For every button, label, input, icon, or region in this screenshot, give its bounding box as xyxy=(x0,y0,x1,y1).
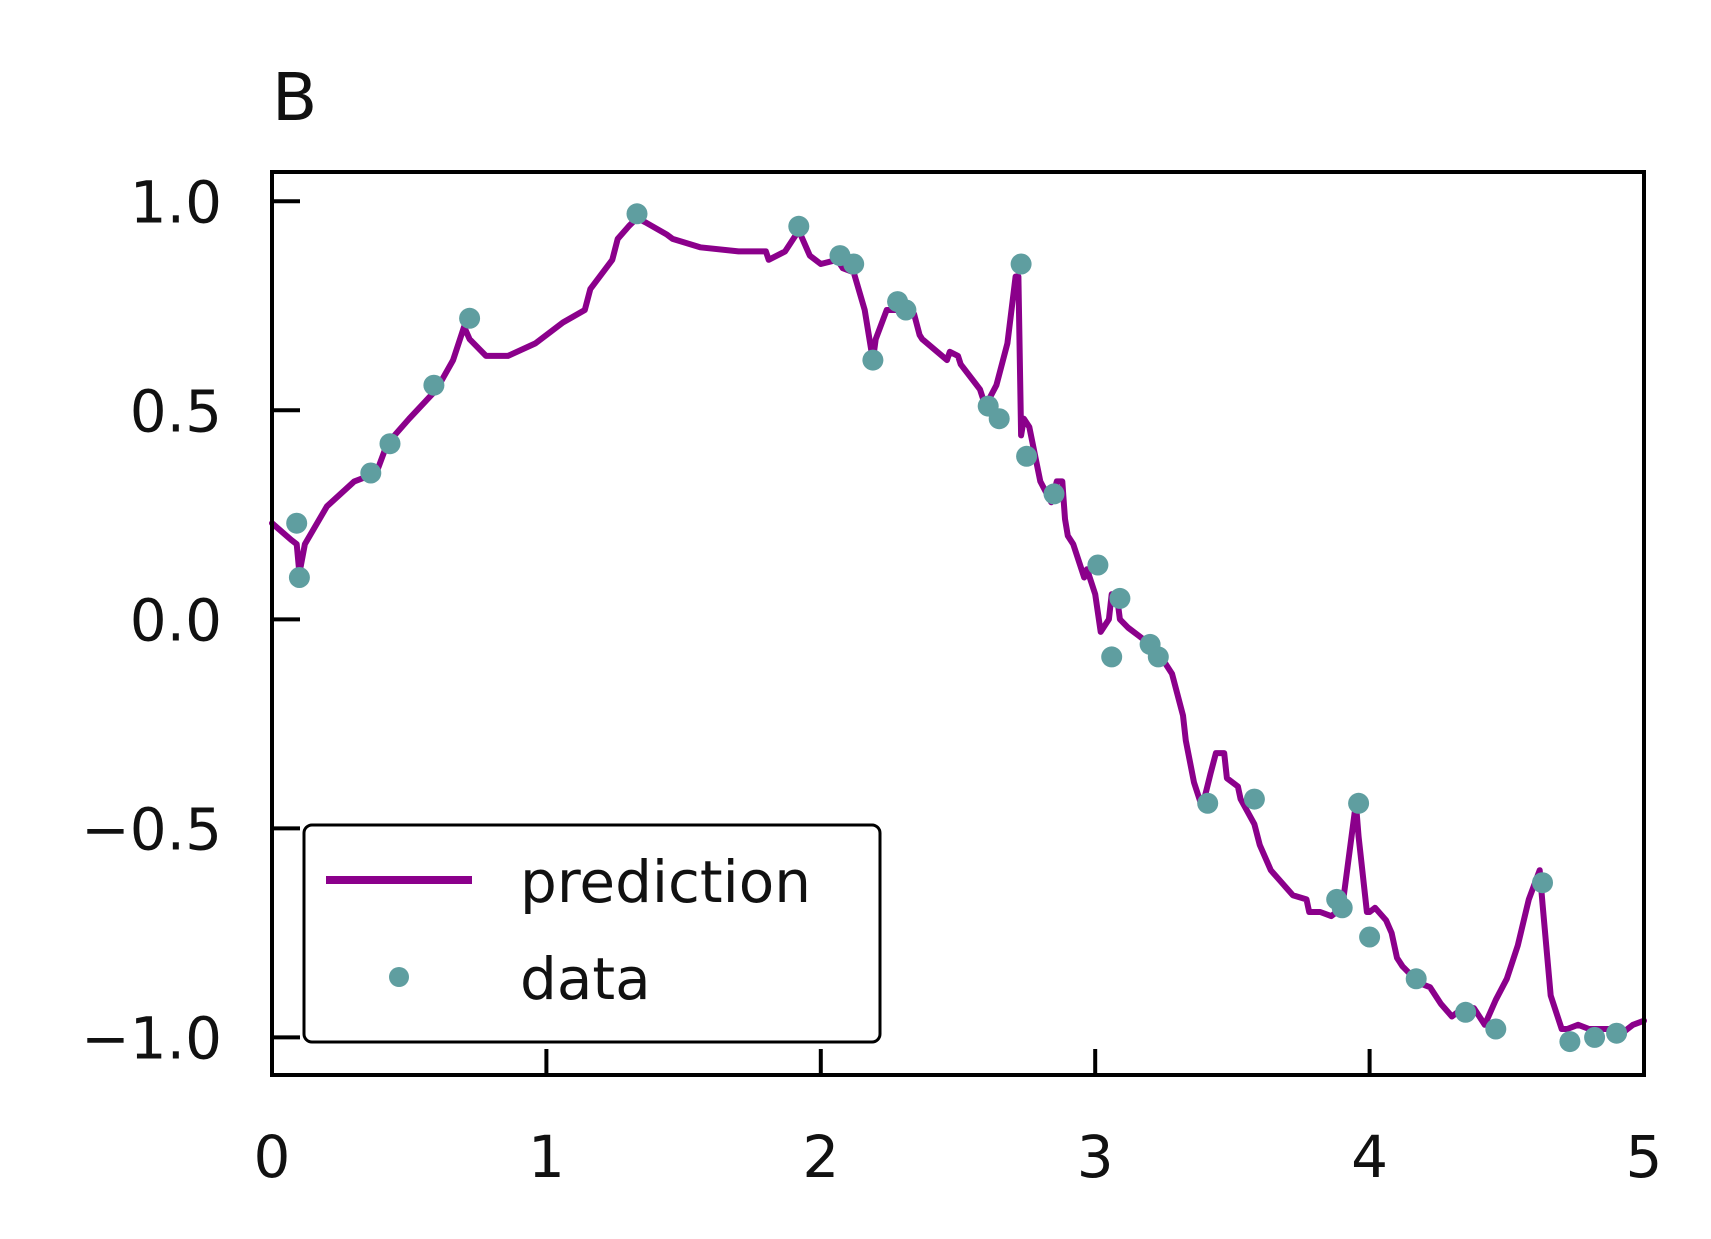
legend: prediction data xyxy=(302,823,882,1044)
data-point xyxy=(988,408,1010,430)
data-point xyxy=(1016,445,1038,467)
legend-data-swatch xyxy=(389,967,409,987)
data-point xyxy=(1243,788,1265,810)
data-point xyxy=(459,307,481,329)
plot-frame xyxy=(270,170,1646,1077)
data-point xyxy=(1485,1018,1507,1040)
series-line-prediction xyxy=(269,215,1647,1037)
data-point xyxy=(288,567,310,588)
x-tick-label: 3 xyxy=(1077,1123,1114,1191)
plot-area xyxy=(269,203,1647,1053)
data-point xyxy=(1331,897,1353,919)
data-point xyxy=(379,433,401,455)
data-point xyxy=(1532,872,1553,894)
legend-data-label: data xyxy=(520,945,651,1013)
data-point xyxy=(1606,1022,1628,1044)
data-point xyxy=(1109,587,1131,609)
data-point xyxy=(788,215,810,237)
y-tick-label: 0.5 xyxy=(130,377,222,445)
y-tick-label: 0.0 xyxy=(130,586,222,654)
x-tick-label: 2 xyxy=(802,1123,839,1191)
data-point xyxy=(1197,792,1219,814)
chart-title: B xyxy=(272,59,317,136)
data-point xyxy=(1455,1001,1477,1023)
data-point xyxy=(1043,483,1065,505)
data-point xyxy=(286,512,308,534)
data-point xyxy=(1584,1026,1606,1048)
x-tick-label: 1 xyxy=(528,1123,565,1191)
x-tick-label: 0 xyxy=(254,1123,291,1191)
y-tick-label: 1.0 xyxy=(130,168,222,236)
data-point xyxy=(626,203,648,225)
data-point xyxy=(1087,554,1109,576)
data-point xyxy=(360,462,382,484)
data-point xyxy=(862,349,884,371)
data-point xyxy=(1101,646,1123,668)
axis-ticks: 0 1 2 3 4 5 −1.0 −0.5 0.0 0.5 1.0 xyxy=(81,168,1662,1191)
data-point xyxy=(1010,253,1032,275)
legend-prediction-label: prediction xyxy=(520,848,811,916)
data-point xyxy=(1147,646,1169,668)
data-point xyxy=(423,374,445,396)
data-point xyxy=(843,253,865,275)
x-tick-label: 5 xyxy=(1626,1123,1663,1191)
data-point xyxy=(1348,792,1370,814)
data-point xyxy=(1559,1031,1581,1053)
y-tick-label: −1.0 xyxy=(81,1004,222,1072)
y-tick-label: −0.5 xyxy=(81,795,222,863)
data-point xyxy=(1405,968,1427,990)
data-point xyxy=(895,299,917,321)
x-tick-label: 4 xyxy=(1351,1123,1388,1191)
data-point xyxy=(1359,926,1381,948)
